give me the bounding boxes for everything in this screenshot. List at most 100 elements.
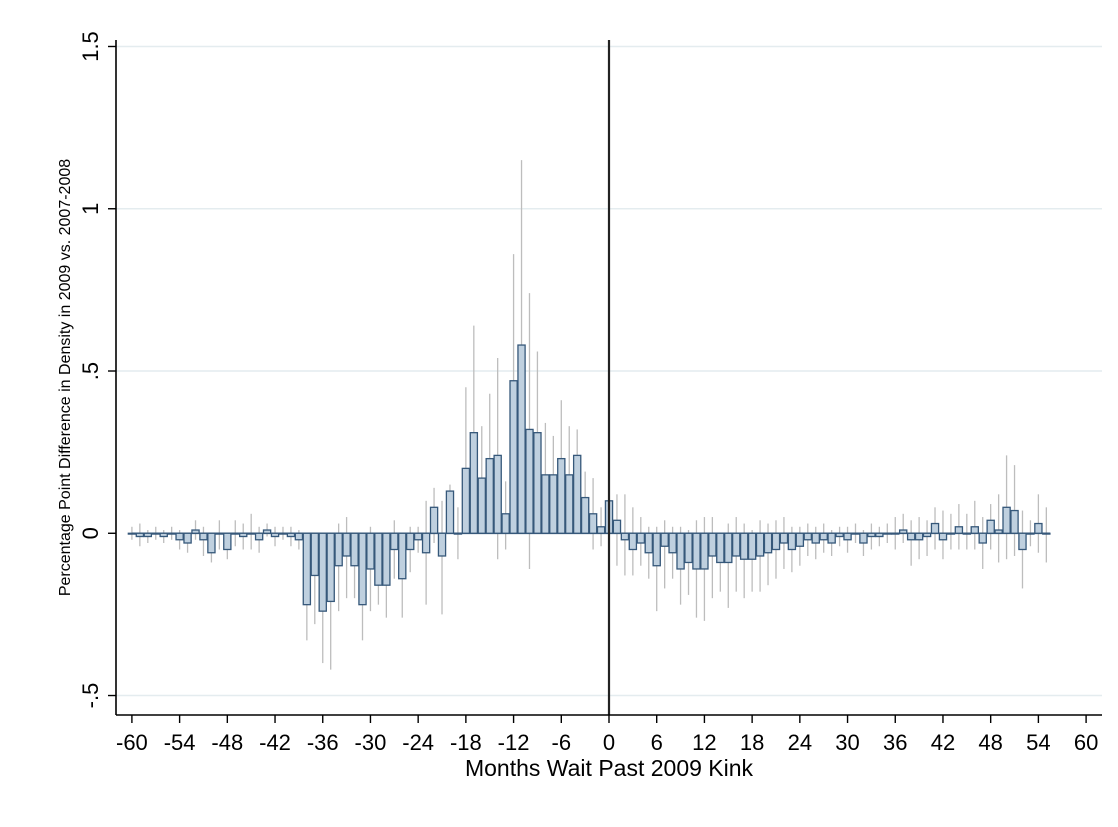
bar [437,532,447,557]
x-tick-label: -48 [211,730,243,755]
bar [684,532,693,564]
bar [469,432,479,534]
bar [390,532,399,551]
bar [167,532,176,535]
x-axis-title: Months Wait Past 2009 Kink [465,755,754,781]
bar [334,532,343,567]
bar [954,526,964,534]
x-tick-label: 30 [835,730,859,755]
bar [922,532,932,538]
bar [342,532,351,557]
bar [1002,506,1011,534]
bar [135,532,145,538]
bar [994,529,1003,534]
x-tick-label: 60 [1074,730,1098,755]
x-tick-label: -42 [259,730,291,755]
bar [819,532,828,541]
bar [787,532,797,551]
bar [851,532,860,535]
bar [1010,509,1019,534]
bar [557,457,566,534]
bar [565,474,574,534]
bar [183,532,192,544]
bar [883,532,892,535]
bar [914,532,924,541]
bar [207,532,216,554]
bar [223,532,232,551]
bar [827,532,836,544]
bar [835,532,844,538]
x-tick-label: 42 [931,730,955,755]
bar [731,532,741,557]
bar [501,513,510,534]
x-tick-label: 24 [788,730,812,755]
bar [382,532,391,586]
y-axis-title: Percentage Point Difference in Density i… [57,159,74,596]
bar [246,532,256,535]
bar [986,519,995,534]
bar [1042,532,1051,535]
bar [270,532,280,538]
bar [461,467,471,534]
bar [795,532,805,547]
bar [429,506,439,534]
bar [946,532,956,535]
bar [326,532,335,603]
x-tick-label: -6 [552,730,572,755]
bar [1018,532,1027,551]
y-tick-label: 0 [78,527,103,539]
x-axis-ticks: -60 -54 -48 -42 -36 -30 -24 -18 -12 -6 0 6 12 18 24 30 3… [116,715,1098,755]
bar [318,532,327,612]
bar [525,428,534,534]
bar [891,532,900,535]
y-tick-label: -.5 [78,683,103,709]
y-tick-label: 1.5 [78,31,103,62]
bar [549,474,558,534]
bar [636,532,646,544]
x-tick-label: 48 [978,730,1002,755]
bar [724,532,733,564]
bar [938,532,948,541]
bar [763,532,773,554]
bar [302,532,312,606]
bar [755,532,765,557]
bar [843,532,852,541]
y-axis-ticks: -.5 0 .5 1 1.5 [78,31,116,708]
bar [668,532,677,554]
bar [350,532,359,567]
bar [445,490,455,534]
bar [771,532,781,551]
bar [739,532,749,560]
x-tick-label: -36 [307,730,339,755]
bar [1026,532,1035,535]
bar [978,532,987,544]
bar [660,532,669,547]
bar [898,529,908,534]
bar [485,457,494,534]
x-tick-label: 12 [692,730,716,755]
bar [541,474,550,534]
bar [477,477,487,534]
bar [620,532,630,541]
bar [413,532,423,541]
bar [509,380,518,534]
bar [215,532,224,535]
bar [700,532,709,570]
bar [811,532,820,544]
bar [652,532,661,567]
bar [716,532,725,564]
x-tick-label: 18 [740,730,764,755]
bar [231,532,240,535]
bar [191,529,200,534]
bar [588,513,598,534]
bar [175,532,184,541]
bar [278,532,288,535]
bar [612,519,622,534]
bar [294,532,304,541]
x-tick-label: -24 [402,730,434,755]
bar [572,454,582,534]
bar [405,532,415,551]
bar [628,532,638,551]
